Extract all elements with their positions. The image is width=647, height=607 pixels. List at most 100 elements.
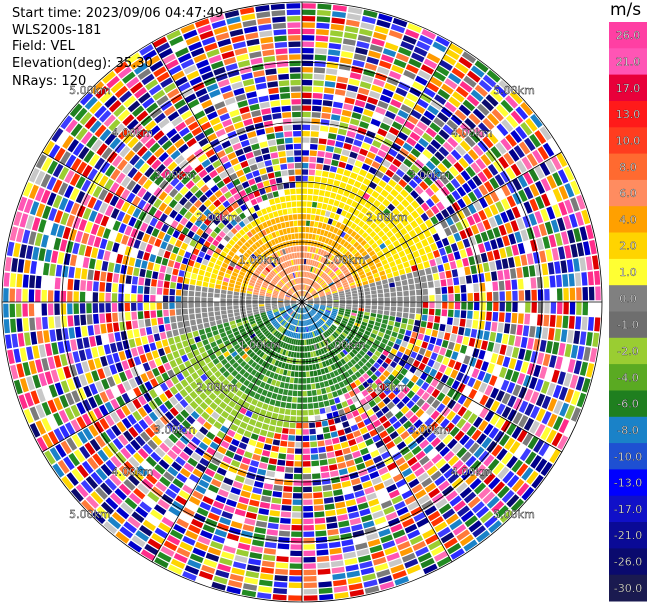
ppi-gate: [397, 333, 404, 340]
ppi-gate: [439, 463, 451, 474]
ppi-gate: [343, 371, 350, 378]
ppi-gate: [315, 170, 322, 177]
ppi-gate: [302, 67, 313, 73]
ppi-gate: [387, 203, 396, 212]
ppi-gate: [397, 109, 409, 120]
ppi-gate: [290, 300, 297, 302]
ppi-gate: [356, 316, 363, 321]
ppi-gate: [230, 324, 237, 329]
ppi-gate: [4, 257, 12, 272]
ppi-gate: [313, 294, 319, 297]
ppi-gate: [183, 462, 195, 473]
ppi-gate: [192, 267, 199, 274]
ppi-gate: [277, 361, 283, 368]
ppi-gate: [385, 441, 396, 450]
ppi-gate: [321, 472, 330, 479]
ppi-gate: [133, 267, 140, 277]
ppi-gate: [329, 225, 335, 233]
ppi-gate: [511, 313, 518, 324]
ppi-gate: [142, 191, 152, 202]
ppi-gate: [345, 184, 353, 192]
ppi-gate: [238, 247, 245, 254]
ppi-gate: [379, 430, 389, 439]
ppi-gate: [493, 160, 504, 173]
ppi-gate: [283, 479, 293, 486]
ppi-gate: [119, 526, 134, 539]
ppi-gate: [336, 507, 347, 515]
ppi-gate: [99, 128, 112, 142]
ppi-gate: [324, 439, 333, 446]
ppi-gate: [371, 290, 377, 295]
ppi-gate: [334, 280, 341, 285]
ppi-gate: [266, 310, 272, 314]
ppi-gate: [307, 304, 313, 308]
ppi-gate: [241, 244, 248, 251]
ppi-gate: [194, 541, 209, 552]
ppi-gate: [163, 362, 172, 371]
ppi-gate: [104, 414, 115, 427]
ppi-gate: [257, 514, 269, 522]
ppi-gate: [353, 355, 360, 363]
ppi-gate: [331, 324, 337, 329]
ppi-gate: [568, 316, 575, 329]
ppi-gate: [296, 333, 299, 339]
ppi-gate: [326, 307, 332, 310]
ppi-gate: [535, 180, 546, 195]
ppi-gate: [380, 274, 387, 281]
ppi-gate: [498, 312, 505, 322]
ppi-gate: [109, 195, 120, 207]
ppi-gate: [157, 135, 169, 146]
ppi-gate: [313, 498, 324, 505]
ppi-gate: [273, 406, 280, 413]
ppi-gate: [61, 315, 68, 328]
ppi-gate: [166, 330, 173, 338]
ppi-gate: [556, 302, 563, 315]
ppi-gate: [318, 342, 323, 349]
ppi-gate: [344, 493, 355, 501]
ppi-gate: [278, 297, 284, 300]
ppi-gate: [421, 356, 429, 365]
ppi-gate: [459, 344, 468, 354]
ppi-gate: [254, 284, 261, 289]
ppi-gate: [366, 340, 373, 346]
ppi-gate: [487, 163, 499, 176]
ppi-gate: [246, 259, 253, 265]
ppi-gate: [290, 537, 302, 544]
ppi-gate: [160, 355, 169, 364]
ppi-gate: [253, 271, 260, 277]
ppi-gate: [93, 324, 101, 335]
ppi-gate: [441, 406, 451, 417]
ppi-gate: [56, 224, 65, 238]
ppi-gate: [419, 523, 433, 534]
ppi-gate: [19, 244, 27, 259]
ppi-gate: [479, 394, 489, 406]
ppi-gate: [230, 227, 238, 235]
ppi-gate: [330, 313, 337, 317]
ppi-gate: [375, 410, 384, 419]
ppi-gate: [478, 209, 487, 221]
ppi-gate: [302, 86, 312, 92]
ppi-gate: [339, 351, 346, 358]
ppi-gate: [105, 497, 119, 510]
ppi-gate: [370, 504, 382, 513]
ppi-gate: [438, 146, 450, 157]
ppi-gate: [349, 317, 356, 322]
ppi-gate: [297, 339, 301, 346]
ppi-gate: [403, 296, 410, 302]
ppi-gate: [286, 344, 291, 350]
ppi-gate: [36, 436, 48, 452]
ppi-gate: [353, 251, 361, 258]
ppi-gate: [204, 468, 216, 478]
ppi-gate: [13, 348, 22, 363]
ppi-gate: [220, 185, 229, 194]
ppi-gate: [251, 412, 259, 420]
ppi-gate: [317, 328, 323, 334]
ppi-gate: [28, 360, 37, 375]
ppi-gate: [303, 550, 316, 557]
ppi-gate: [315, 530, 327, 537]
ppi-gate: [332, 341, 338, 348]
ppi-gate: [422, 302, 429, 308]
ppi-gate: [239, 271, 246, 277]
ppi-gate: [258, 246, 265, 253]
ppi-gate: [420, 64, 435, 75]
